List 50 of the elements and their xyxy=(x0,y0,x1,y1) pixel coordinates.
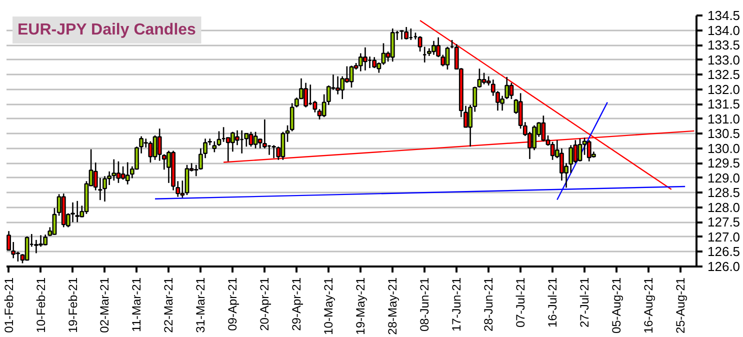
y-tick-label: 132.5 xyxy=(708,67,740,82)
x-tick-label: 16-Aug-21 xyxy=(642,277,656,334)
x-tick-label: 10-Feb-21 xyxy=(34,277,48,333)
x-tick-label: 22-Mar-21 xyxy=(162,277,176,333)
y-tick-label: 130.5 xyxy=(708,126,740,142)
chart-title: EUR-JPY Daily Candles xyxy=(18,22,196,38)
y-tick-label: 129.0 xyxy=(708,170,740,186)
x-tick-label: 07-Jul-21 xyxy=(514,277,528,328)
x-tick-label: 01-Feb-21 xyxy=(2,277,16,333)
x-tick-label: 29-Apr-21 xyxy=(290,277,304,331)
y-tick-label: 131.0 xyxy=(708,111,740,126)
x-tick-label: 28-Jun-21 xyxy=(482,277,496,332)
x-tick-label: 16-Jul-21 xyxy=(546,277,560,328)
y-tick-label: 126.5 xyxy=(708,244,740,260)
x-tick-label: 20-Apr-21 xyxy=(258,277,272,331)
candlestick xyxy=(418,36,422,52)
candlestick xyxy=(157,128,162,162)
y-tick-label: 132.0 xyxy=(708,82,740,97)
x-tick-label: 09-Apr-21 xyxy=(226,277,240,331)
y-tick-label: 133.0 xyxy=(708,52,740,68)
y-tick-label: 134.0 xyxy=(708,22,740,38)
x-tick-label: 10-May-21 xyxy=(322,277,336,335)
x-tick-label: 31-Mar-21 xyxy=(194,277,208,333)
y-tick-label: 133.5 xyxy=(708,38,740,53)
x-tick-label: 02-Mar-21 xyxy=(98,277,112,333)
x-tick-label: 28-May-21 xyxy=(386,277,400,335)
y-tick-label: 128.0 xyxy=(708,200,740,215)
candlestick xyxy=(290,102,294,132)
x-tick-label: 05-Aug-21 xyxy=(610,277,624,334)
x-tick-label: 27-Jul-21 xyxy=(578,277,592,328)
y-tick-label: 128.5 xyxy=(708,185,740,200)
x-tick-label: 17-Jun-21 xyxy=(450,277,464,332)
candlestick xyxy=(216,130,222,147)
candlestick xyxy=(24,236,30,262)
candlestick xyxy=(272,144,276,159)
candlestick xyxy=(212,140,217,153)
y-tick-label: 126.0 xyxy=(708,259,740,274)
x-tick-label: 19-Feb-21 xyxy=(66,277,80,333)
x-tick-label: 08-Jun-21 xyxy=(418,277,432,332)
y-tick-label: 127.0 xyxy=(708,229,740,244)
y-tick-label: 130.0 xyxy=(708,140,740,156)
y-tick-label: 129.5 xyxy=(708,156,740,171)
x-tick-label: 19-May-21 xyxy=(354,277,368,335)
x-tick-label: 11-Mar-21 xyxy=(130,277,144,332)
y-tick-label: 134.5 xyxy=(708,8,740,23)
y-tick-label: 131.5 xyxy=(708,96,740,112)
y-tick-label: 127.5 xyxy=(708,214,740,230)
x-tick-label: 25-Aug-21 xyxy=(674,277,688,334)
candlestick xyxy=(125,162,130,186)
candlestick xyxy=(372,56,377,69)
